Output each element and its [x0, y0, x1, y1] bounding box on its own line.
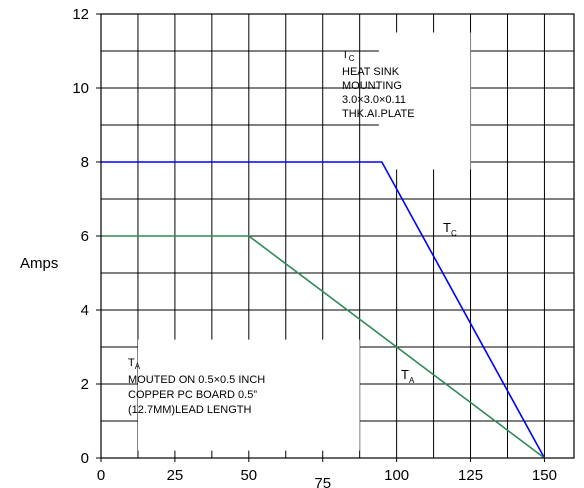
ta-annotation-line-2: COPPER PC BOARD 0.5”	[128, 389, 257, 401]
series-line-ta	[101, 235, 545, 459]
y-tick-label: 10	[72, 80, 89, 97]
tc-annotation-title: TC	[342, 49, 355, 63]
y-tick-label: 6	[81, 228, 89, 245]
ta-annotation-box	[137, 339, 360, 451]
tc-annotation-line-4: THK.AI.PLATE	[342, 108, 415, 120]
tc-annotation-line-2: MOUNTING	[342, 80, 402, 92]
tc-annotation-box	[378, 32, 471, 170]
ta-annotation-title: TA	[128, 357, 141, 371]
ta-annotation-line-3: (12.7MM)LEAD LENGTH	[128, 404, 252, 416]
ta-annotation-line-1: MOUTED ON 0.5×0.5 INCH	[128, 374, 265, 386]
tc-curve-label: TC	[443, 220, 457, 238]
tc-annotation-line-3: 3.0×3.0×0.11	[342, 94, 406, 106]
series-line-tc	[101, 161, 546, 459]
axes	[96, 13, 575, 462]
x-tick-label: 125	[458, 467, 483, 484]
y-tick-label: 12	[72, 6, 89, 23]
ta-curve-label: TA	[401, 367, 415, 385]
ta-annotation: TA MOUTED ON 0.5×0.5 INCH COPPER PC BOAR…	[128, 357, 265, 416]
tick-labels: 0 2 4 6 8 10 12 0 25 50 75 100 125 150	[72, 6, 557, 488]
x-tick-label: 25	[167, 467, 184, 484]
tc-annotation: TC HEAT SINK MOUNTING 3.0×3.0×0.11 THK.A…	[342, 49, 415, 120]
tc-annotation-line-1: HEAT SINK	[342, 66, 400, 78]
y-tick-label: 4	[81, 302, 89, 319]
y-tick-label: 2	[81, 376, 89, 393]
y-tick-label: 0	[81, 450, 89, 467]
x-tick-label: 50	[240, 467, 257, 484]
x-tick-label: 75	[314, 475, 331, 488]
x-tick-label: 150	[532, 467, 557, 484]
annotation-boxes	[137, 32, 471, 451]
x-tick-label: 0	[97, 467, 105, 484]
series	[101, 161, 546, 459]
y-tick-label: 8	[81, 154, 89, 171]
y-axis-label: Amps	[20, 255, 58, 272]
x-tick-label: 100	[384, 467, 409, 484]
